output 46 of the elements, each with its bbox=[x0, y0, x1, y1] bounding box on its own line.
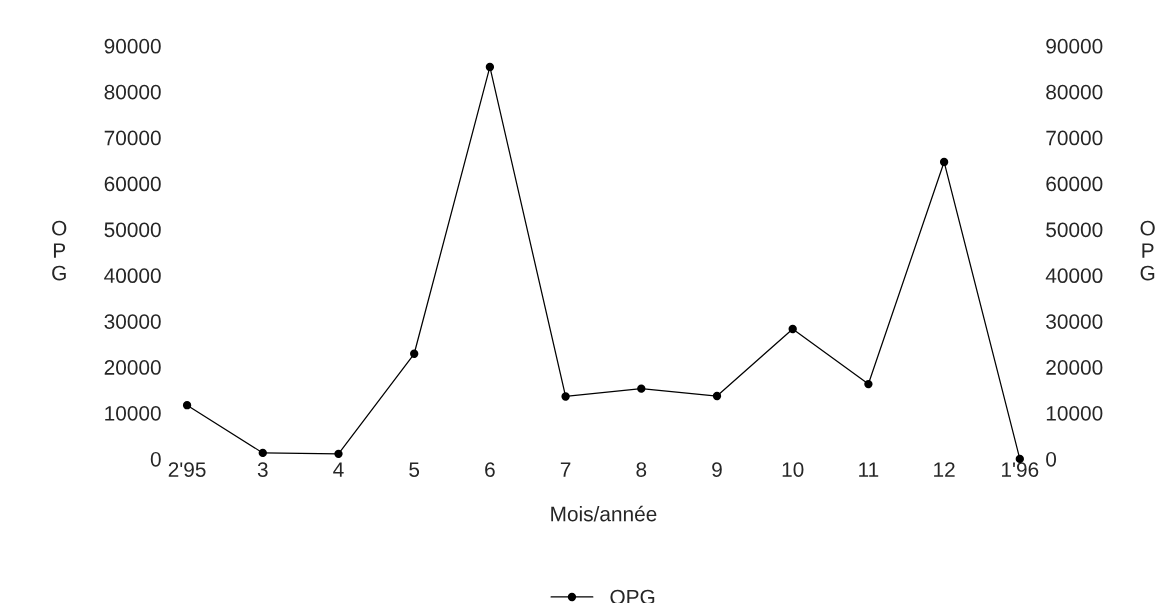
y2-tick-label: 20000 bbox=[1046, 360, 1103, 375]
y-tick-label: 80000 bbox=[104, 84, 161, 100]
x-tick-label: 7 bbox=[560, 462, 571, 477]
point bbox=[258, 448, 267, 458]
y2-tick-label: 90000 bbox=[1046, 38, 1103, 54]
x-tick-label: 10 bbox=[782, 462, 804, 477]
point bbox=[410, 349, 419, 358]
x-tick-label: 6 bbox=[485, 462, 495, 477]
y2-tick-label: 0 bbox=[1046, 451, 1057, 467]
y2-tick-label: 70000 bbox=[1046, 130, 1103, 146]
y-axis-title: O P G bbox=[52, 220, 67, 281]
x-axis-title: Mois/année bbox=[551, 505, 657, 522]
x-tick-label: 12 bbox=[934, 462, 955, 477]
y-tick-label: 70000 bbox=[104, 130, 161, 146]
y-tick-label: 40000 bbox=[104, 268, 161, 284]
y-tick-label: 20000 bbox=[104, 360, 161, 375]
x-tick-label: 4 bbox=[333, 462, 344, 477]
point bbox=[864, 379, 873, 389]
point bbox=[712, 391, 722, 401]
x-tick-label: 9 bbox=[712, 462, 722, 477]
point bbox=[334, 449, 343, 458]
y-tick-label: 0 bbox=[150, 451, 161, 467]
y2-tick-label: 80000 bbox=[1046, 84, 1103, 100]
y2-tick-label: 60000 bbox=[1046, 176, 1103, 192]
y-tick-label: 10000 bbox=[105, 405, 161, 421]
point bbox=[788, 324, 797, 334]
y2-axis-title: O P G bbox=[1140, 220, 1155, 281]
x-tick-label: 2'95 bbox=[168, 462, 206, 477]
y2-tick-label: 30000 bbox=[1046, 314, 1103, 329]
y2-tick-label: 50000 bbox=[1046, 222, 1103, 238]
y-tick-label: 60000 bbox=[104, 176, 161, 192]
x-tick-label: 1'96 bbox=[1002, 462, 1039, 477]
point bbox=[485, 62, 495, 72]
point bbox=[182, 401, 192, 410]
y2-tick-label: 10000 bbox=[1046, 405, 1103, 421]
x-tick-label: 8 bbox=[636, 462, 647, 477]
point bbox=[637, 384, 646, 393]
y-tick-label: 90000 bbox=[104, 38, 161, 54]
point bbox=[939, 157, 949, 167]
x-tick-label: 5 bbox=[409, 462, 420, 477]
x-tick-label: 11 bbox=[859, 462, 879, 477]
point bbox=[561, 392, 570, 401]
y2-tick-label: 40000 bbox=[1045, 268, 1103, 284]
y-tick-label: 30000 bbox=[104, 314, 161, 329]
x-tick-label: 3 bbox=[257, 462, 268, 477]
y-tick-label: 50000 bbox=[104, 222, 161, 238]
